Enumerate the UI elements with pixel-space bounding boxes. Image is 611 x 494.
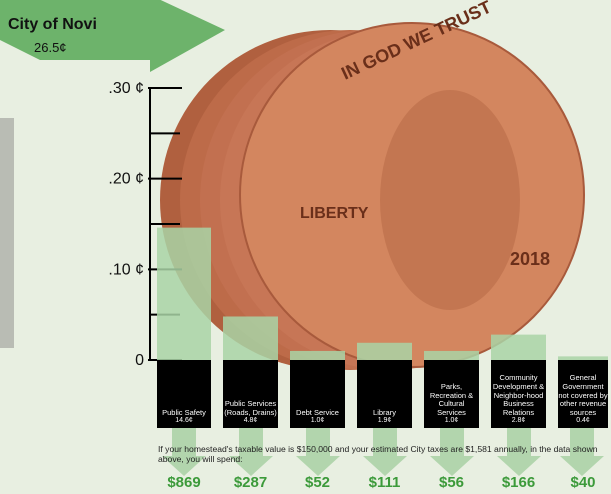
category-box: General Government not covered by other … [558, 360, 608, 428]
value-label: 14.6¢ [157, 417, 211, 426]
y-tick-label: .20 ¢ [108, 171, 144, 188]
spend-amount: $869 [154, 474, 214, 491]
bar [290, 351, 345, 360]
category-label: Debt Service [290, 409, 345, 418]
bar [157, 228, 211, 360]
value-label: 1.0¢ [424, 417, 479, 426]
spend-amount: $56 [422, 474, 482, 491]
category-label: Public Services (Roads, Drains) [223, 400, 278, 417]
value-label: 1.0¢ [290, 417, 345, 426]
y-tick-label: .30 ¢ [108, 80, 144, 97]
spend-amount: $287 [221, 474, 281, 491]
subtitle: 26.5¢ [34, 40, 67, 55]
svg-text:LIBERTY: LIBERTY [300, 205, 369, 222]
bill-edge [0, 118, 14, 348]
value-label: 4.8¢ [223, 417, 278, 426]
bar [223, 316, 278, 360]
category-label: Library [357, 409, 412, 418]
spend-amount: $40 [553, 474, 611, 491]
category-box: Community Development & Neighbor-hood Bu… [491, 360, 546, 428]
category-label: Parks, Recreation & Cultural Services [424, 383, 479, 417]
spend-amount: $166 [489, 474, 549, 491]
y-tick-label: .10 ¢ [108, 261, 144, 278]
annotation: If your homestead's taxable value is $15… [158, 444, 608, 464]
bar [357, 343, 412, 360]
value-label: 1.9¢ [357, 417, 412, 426]
spend-amount: $111 [355, 474, 415, 491]
pennies: LIBERTY 2018 IN GOD WE TRUST [160, 0, 584, 370]
category-box: Public Services (Roads, Drains)4.8¢ [223, 360, 278, 428]
spend-amount: $52 [288, 474, 348, 491]
category-label: General Government not covered by other … [558, 374, 608, 417]
bar [424, 351, 479, 360]
bar [491, 335, 546, 360]
svg-text:2018: 2018 [510, 249, 550, 269]
category-label: Community Development & Neighbor-hood Bu… [491, 374, 546, 417]
category-label: Public Safety [157, 409, 211, 418]
arrow [0, 0, 225, 72]
infographic: LIBERTY 2018 IN GOD WE TRUST 0 .10 ¢ .20 ¢… [0, 0, 611, 494]
value-label: 0.4¢ [558, 417, 608, 426]
title: City of Novi [8, 16, 97, 34]
value-label: 2.8¢ [491, 417, 546, 426]
y-tick-label: 0 [135, 352, 144, 369]
